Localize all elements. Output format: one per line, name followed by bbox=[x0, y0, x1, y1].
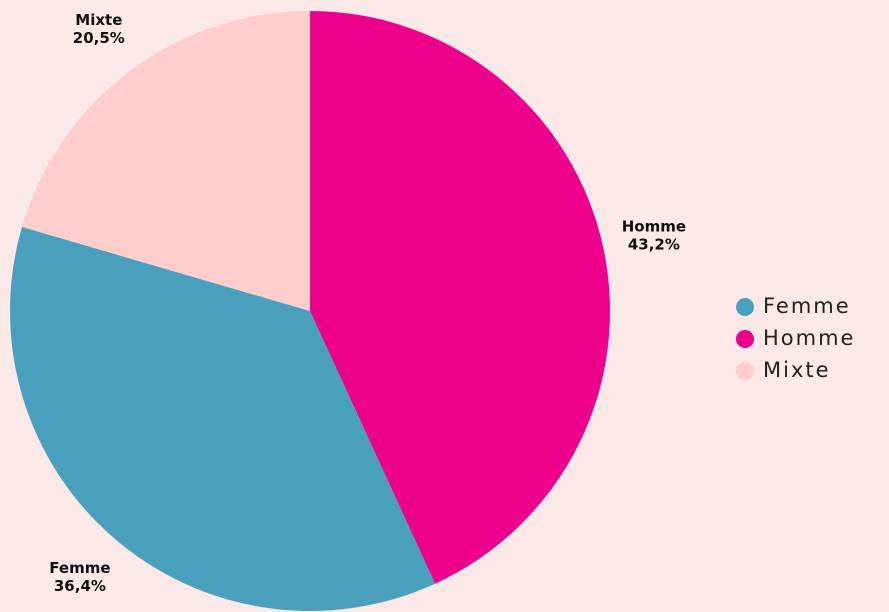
slice-value: 36,4% bbox=[54, 577, 106, 595]
slice-name: Mixte bbox=[75, 11, 122, 29]
pie-slice bbox=[9, 226, 436, 612]
legend-swatch bbox=[736, 362, 754, 380]
slice-name: Homme bbox=[622, 217, 686, 235]
legend-swatch bbox=[736, 330, 754, 348]
slice-value: 43,2% bbox=[628, 235, 680, 253]
slice-name: Femme bbox=[49, 559, 110, 577]
pie-slice bbox=[22, 11, 310, 311]
legend-label: Femme bbox=[763, 294, 851, 318]
pie-slice bbox=[310, 10, 611, 584]
legend-swatch bbox=[736, 298, 754, 316]
legend-label: Mixte bbox=[763, 358, 831, 382]
legend-label: Homme bbox=[763, 326, 855, 350]
slice-value: 20,5% bbox=[73, 29, 125, 47]
